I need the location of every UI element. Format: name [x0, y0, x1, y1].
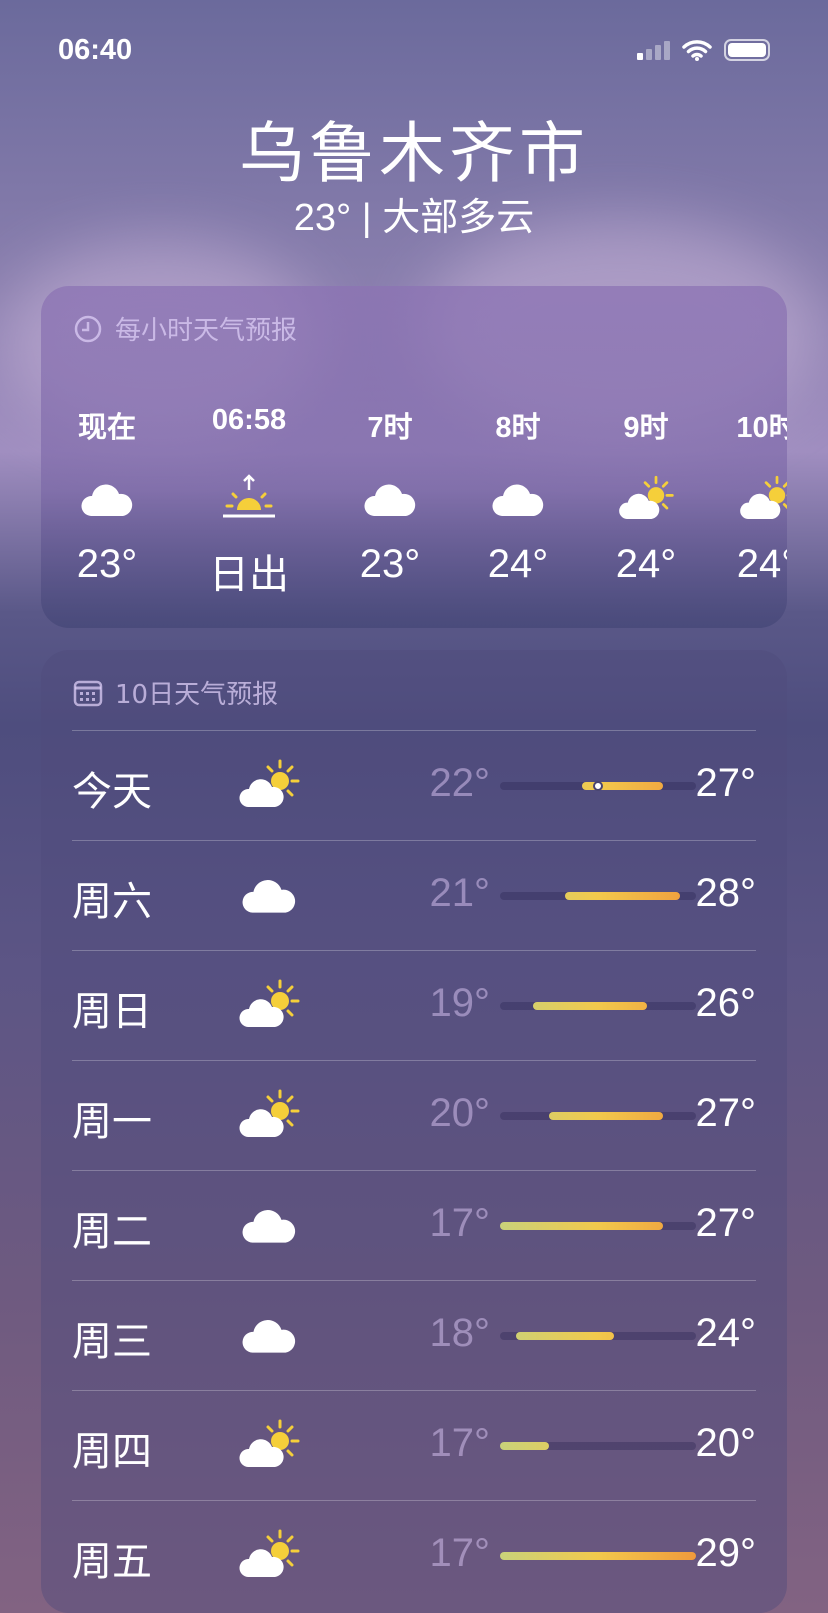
high-temp: 26°: [695, 981, 757, 1025]
hourly-item: 06:58 日出: [194, 286, 304, 628]
temp-range-fill: [500, 1222, 664, 1230]
wifi-icon: [682, 40, 712, 61]
current-temp-marker: [593, 781, 603, 791]
high-temp: 27°: [695, 1201, 757, 1245]
battery-icon: [724, 39, 770, 61]
temp-range-bar: [500, 1332, 696, 1340]
hour-label: 06:58: [211, 404, 287, 436]
daily-row[interactable]: 周三 18° 24°: [72, 1280, 756, 1390]
hour-temp: 24°: [487, 542, 549, 586]
day-label: 周五: [72, 1539, 152, 1585]
temp-range-fill: [500, 1552, 696, 1560]
status-bar: 06:40: [58, 30, 770, 70]
hour-label: 8时: [495, 412, 541, 444]
hourly-item: 现在 23°: [52, 286, 162, 628]
high-temp: 29°: [695, 1531, 757, 1575]
hour-temp: 日出: [209, 553, 289, 597]
cloud-icon: [236, 1197, 302, 1253]
hourly-item: 10时 24°: [712, 286, 787, 628]
cloud-icon: [236, 1307, 302, 1363]
daily-row[interactable]: 今天 22° 27°: [72, 730, 756, 840]
cloud-icon: [360, 472, 420, 526]
temp-range-fill: [500, 1442, 549, 1450]
temp-range-bar: [500, 781, 696, 791]
hourly-item: 7时 23°: [335, 286, 445, 628]
sunrise-icon: [219, 472, 279, 526]
low-temp: 19°: [429, 981, 491, 1025]
day-label: 今天: [72, 769, 152, 815]
city-name: 乌鲁木齐市: [239, 115, 589, 192]
temp-range-bar: [500, 1552, 696, 1560]
high-temp: 27°: [695, 761, 757, 805]
low-temp: 22°: [429, 761, 491, 805]
daily-row[interactable]: 周二 17° 27°: [72, 1170, 756, 1280]
hourly-item: 9时 24°: [591, 286, 701, 628]
cloud-icon: [488, 472, 548, 526]
daily-title: 10日天气预报: [115, 680, 279, 710]
hour-temp: 23°: [359, 542, 421, 586]
temp-range-fill: [581, 782, 664, 790]
high-temp: 27°: [695, 1091, 757, 1135]
partly-cloudy-icon: [616, 472, 676, 526]
daily-row[interactable]: 周五 17° 29°: [72, 1500, 756, 1610]
hour-temp: 24°: [736, 542, 787, 586]
temp-range-bar: [500, 1442, 696, 1450]
low-temp: 18°: [429, 1311, 491, 1355]
status-time: 06:40: [58, 33, 133, 66]
low-temp: 17°: [429, 1421, 491, 1465]
high-temp: 20°: [695, 1421, 757, 1465]
day-label: 周三: [72, 1319, 152, 1365]
daily-row[interactable]: 周一 20° 27°: [72, 1060, 756, 1170]
day-label: 周六: [72, 879, 152, 925]
hour-label: 10时: [736, 412, 787, 444]
partly-cloudy-icon: [236, 757, 302, 813]
temp-range-bar: [500, 1222, 696, 1230]
cloud-icon: [77, 472, 137, 526]
daily-row[interactable]: 周日 19° 26°: [72, 950, 756, 1060]
calendar-icon: [73, 680, 103, 706]
partly-cloudy-icon: [236, 977, 302, 1033]
temp-range-bar: [500, 1002, 696, 1010]
partly-cloudy-icon: [236, 1087, 302, 1143]
high-temp: 28°: [695, 871, 757, 915]
day-label: 周四: [72, 1429, 152, 1475]
hour-label: 现在: [77, 412, 136, 444]
high-temp: 24°: [695, 1311, 757, 1355]
day-label: 周日: [72, 989, 152, 1035]
day-label: 周二: [72, 1209, 152, 1255]
hour-label: 7时: [367, 412, 413, 444]
current-conditions: 23° | 大部多云: [293, 197, 535, 239]
hourly-forecast-card[interactable]: 每小时天气预报 现在 23° 06:58 日出 7时 23° 8时 24° 9时 24° 10时 24…: [41, 286, 787, 628]
daily-row[interactable]: 周六 21° 28°: [72, 840, 756, 950]
low-temp: 21°: [429, 871, 491, 915]
hour-label: 9时: [623, 412, 669, 444]
temp-range-fill: [532, 1002, 647, 1010]
signal-icon: [637, 40, 670, 60]
cloud-icon: [236, 867, 302, 923]
low-temp: 17°: [429, 1201, 491, 1245]
hourly-item: 8时 24°: [463, 286, 573, 628]
partly-cloudy-icon: [236, 1417, 302, 1473]
low-temp: 20°: [429, 1091, 491, 1135]
temp-range-fill: [549, 1112, 664, 1120]
daily-row[interactable]: 周四 17° 20°: [72, 1390, 756, 1500]
partly-cloudy-icon: [236, 1527, 302, 1583]
temp-range-bar: [500, 1112, 696, 1120]
temp-range-fill: [516, 1332, 615, 1340]
temp-range-fill: [565, 892, 680, 900]
daily-forecast-card[interactable]: 10日天气预报 今天 22° 27° 周六 21° 28° 周日 19° 26° 周一 20° 27°…: [41, 650, 787, 1613]
hourly-title: 每小时天气预报: [115, 316, 298, 346]
clock-icon: [74, 315, 102, 342]
day-label: 周一: [72, 1099, 152, 1145]
hour-temp: 23°: [76, 542, 138, 586]
low-temp: 17°: [429, 1531, 491, 1575]
partly-cloudy-icon: [737, 472, 787, 526]
temp-range-bar: [500, 892, 696, 900]
hour-temp: 24°: [615, 542, 677, 586]
